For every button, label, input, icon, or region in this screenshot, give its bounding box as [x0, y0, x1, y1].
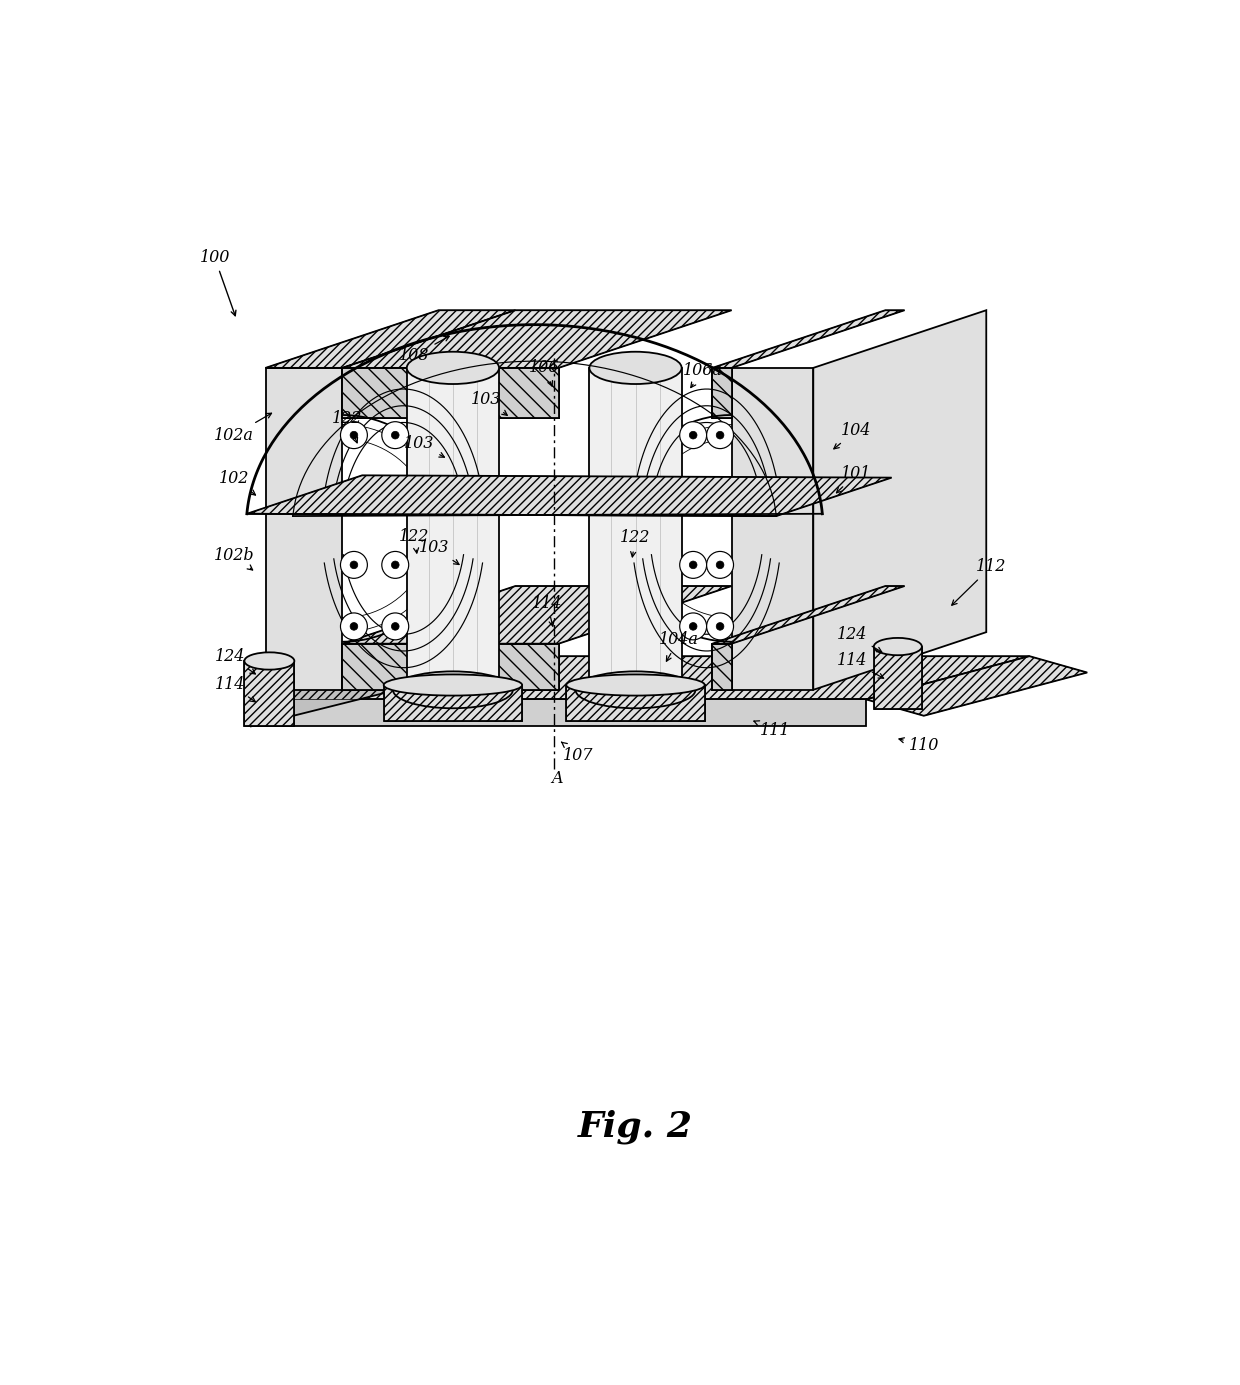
Polygon shape	[712, 644, 732, 690]
Text: 103: 103	[419, 539, 459, 565]
Polygon shape	[342, 586, 732, 644]
Polygon shape	[589, 368, 682, 690]
Ellipse shape	[589, 352, 682, 384]
Circle shape	[350, 622, 358, 630]
Polygon shape	[712, 586, 905, 644]
Polygon shape	[265, 368, 342, 690]
Polygon shape	[342, 368, 558, 418]
Circle shape	[382, 614, 409, 640]
Text: 102a: 102a	[213, 413, 272, 443]
Polygon shape	[342, 368, 558, 418]
Circle shape	[350, 561, 358, 569]
Circle shape	[341, 551, 367, 579]
Circle shape	[680, 614, 707, 640]
Circle shape	[350, 431, 358, 439]
Circle shape	[680, 421, 707, 449]
Text: 106: 106	[529, 359, 559, 386]
Text: 101: 101	[837, 465, 872, 493]
Text: 114: 114	[837, 652, 884, 679]
Ellipse shape	[575, 672, 696, 708]
Circle shape	[717, 431, 724, 439]
Text: 100: 100	[200, 249, 236, 316]
Text: 122: 122	[332, 410, 362, 443]
Circle shape	[707, 614, 734, 640]
Polygon shape	[712, 644, 732, 690]
Polygon shape	[567, 686, 704, 720]
Text: 108: 108	[399, 337, 449, 364]
Text: 124: 124	[215, 648, 255, 674]
Circle shape	[382, 551, 409, 579]
Ellipse shape	[383, 674, 522, 695]
Ellipse shape	[393, 672, 513, 708]
Circle shape	[680, 551, 707, 579]
Text: 103: 103	[471, 391, 507, 415]
Circle shape	[717, 622, 724, 630]
Circle shape	[717, 561, 724, 569]
Polygon shape	[712, 368, 732, 418]
Polygon shape	[250, 699, 866, 726]
Circle shape	[689, 622, 697, 630]
Text: 114: 114	[532, 594, 562, 626]
Circle shape	[707, 421, 734, 449]
Polygon shape	[247, 475, 892, 517]
Polygon shape	[342, 310, 732, 368]
Polygon shape	[813, 310, 986, 690]
Polygon shape	[712, 310, 905, 368]
Polygon shape	[250, 656, 424, 726]
Circle shape	[689, 431, 697, 439]
Circle shape	[392, 431, 399, 439]
Polygon shape	[866, 656, 1087, 716]
Text: 124: 124	[837, 626, 882, 652]
Circle shape	[392, 622, 399, 630]
Polygon shape	[712, 368, 732, 418]
Polygon shape	[244, 661, 294, 726]
Text: 102: 102	[218, 470, 255, 494]
Polygon shape	[250, 656, 1029, 699]
Circle shape	[689, 561, 697, 569]
Ellipse shape	[407, 352, 498, 384]
Polygon shape	[265, 310, 516, 368]
Polygon shape	[342, 644, 558, 690]
Circle shape	[392, 561, 399, 569]
Polygon shape	[407, 368, 498, 690]
Polygon shape	[383, 686, 522, 720]
Circle shape	[341, 614, 367, 640]
Text: 110: 110	[899, 737, 939, 753]
Text: 107: 107	[562, 742, 593, 763]
Text: 106a: 106a	[683, 363, 723, 388]
Text: 122: 122	[399, 528, 429, 553]
Text: 111: 111	[754, 720, 790, 738]
Polygon shape	[732, 368, 813, 690]
Text: 114: 114	[215, 676, 255, 702]
Text: 112: 112	[952, 558, 1006, 605]
Text: 104: 104	[833, 422, 872, 449]
Text: Fig. 2: Fig. 2	[578, 1109, 693, 1144]
Text: 104a: 104a	[658, 632, 698, 661]
Circle shape	[341, 421, 367, 449]
Polygon shape	[874, 647, 921, 709]
Circle shape	[382, 421, 409, 449]
Text: A: A	[551, 770, 563, 787]
Ellipse shape	[567, 674, 704, 695]
Text: 102b: 102b	[213, 547, 254, 571]
Ellipse shape	[874, 638, 921, 655]
Ellipse shape	[244, 652, 294, 669]
Circle shape	[707, 551, 734, 579]
Polygon shape	[342, 644, 558, 690]
Text: 122: 122	[620, 529, 651, 557]
Text: 103: 103	[404, 435, 444, 457]
